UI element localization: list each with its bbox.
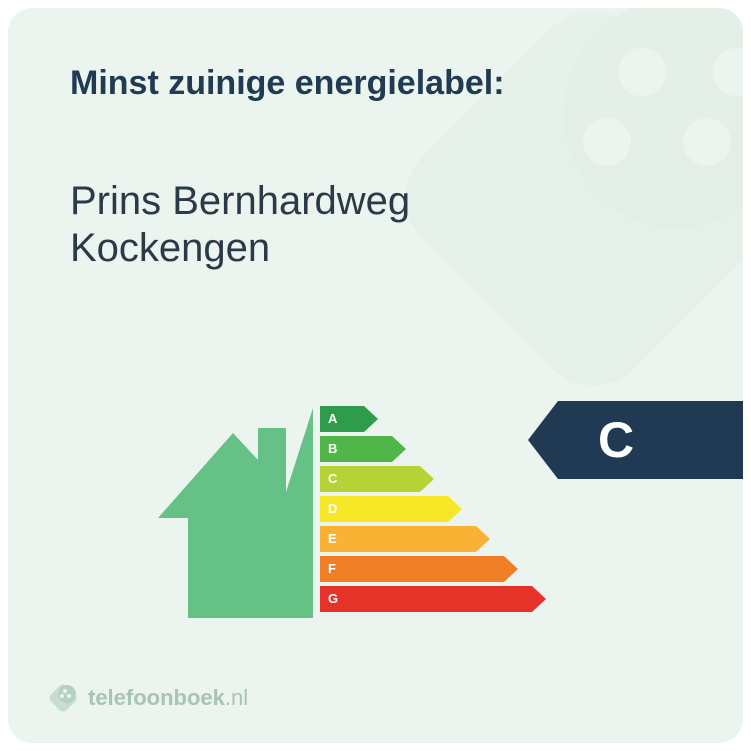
address-line-2: Kockengen <box>70 225 410 272</box>
energy-label-card: Minst zuinige energielabel: Prins Bernha… <box>8 8 743 743</box>
selected-rating-letter: C <box>598 411 634 469</box>
energy-bar-label: G <box>328 586 338 612</box>
energy-bar-label: B <box>328 436 337 462</box>
energy-bar-label: C <box>328 466 337 492</box>
brand-text: telefoonboek <box>88 685 225 710</box>
card-title: Minst zuinige energielabel: <box>70 64 505 103</box>
selected-rating-badge: C <box>528 401 743 479</box>
house-icon <box>148 398 313 618</box>
energy-bar-label: D <box>328 496 337 522</box>
footer: telefoonboek.nl <box>48 683 248 713</box>
energy-bar-shape <box>320 586 546 612</box>
energy-bar-shape <box>320 556 518 582</box>
energy-bar-shape <box>320 526 490 552</box>
energy-bar-label: F <box>328 556 336 582</box>
callout-shape <box>528 401 743 479</box>
brand-tld: .nl <box>225 685 248 710</box>
energy-bar-label: E <box>328 526 337 552</box>
address-block: Prins Bernhardweg Kockengen <box>70 178 410 272</box>
address-line-1: Prins Bernhardweg <box>70 178 410 225</box>
brand-name: telefoonboek.nl <box>88 685 248 711</box>
brand-icon <box>48 683 78 713</box>
energy-bar-shape <box>320 496 462 522</box>
energy-bar-label: A <box>328 406 337 432</box>
